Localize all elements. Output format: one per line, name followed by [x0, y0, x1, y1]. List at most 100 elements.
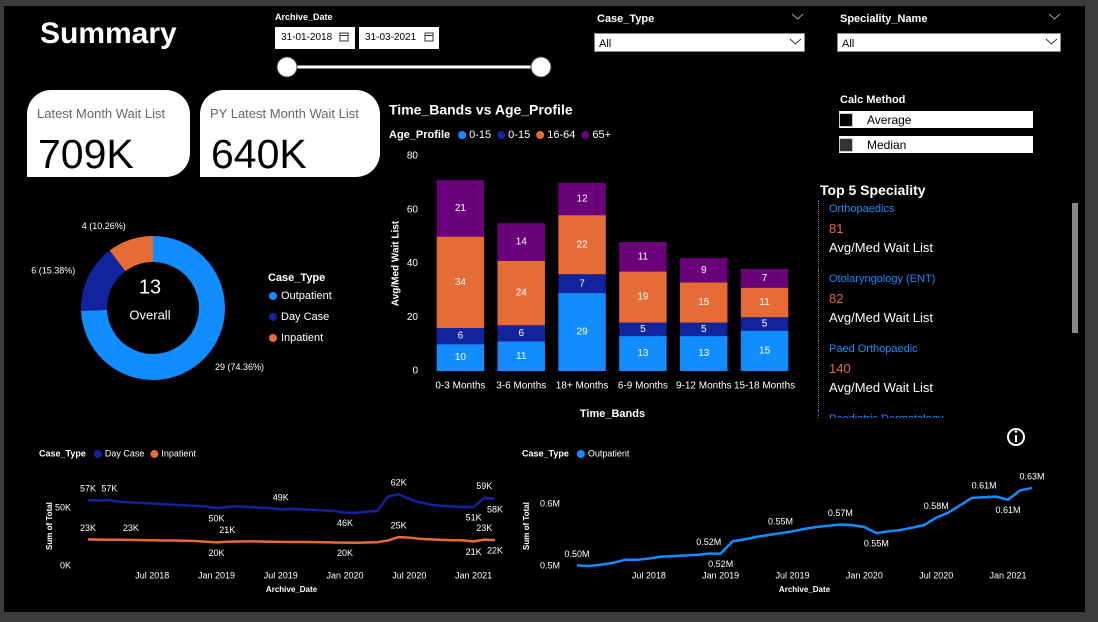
chevron[interactable] [791, 13, 804, 21]
bar-segment [619, 336, 667, 371]
donut-slice [81, 250, 126, 311]
line [576, 486, 1033, 568]
speciality-name: Orthopaedics [829, 203, 895, 215]
calc-method-title: Calc Method [840, 94, 906, 106]
speciality-metric: Avg/Med Wait List [829, 380, 934, 395]
checkbox[interactable] [839, 113, 853, 127]
bar-label: 11 [516, 351, 527, 362]
bar-segment [558, 293, 606, 371]
x-tick-label: Jan 2021 [455, 570, 492, 580]
x-tick-label: Jul 2018 [632, 570, 666, 580]
slider-handle[interactable] [276, 56, 298, 78]
legend-marker [150, 450, 159, 458]
bar-segment [436, 328, 485, 345]
bar-label: 13 [698, 348, 710, 359]
donut-slice [81, 236, 226, 380]
legend-label: Day Case [105, 448, 145, 458]
bar-segment [436, 344, 485, 371]
slider-handle[interactable] [530, 56, 552, 78]
y-tick-label: 0K [60, 560, 71, 570]
bar-segment [497, 341, 545, 371]
bar-label: 7 [579, 278, 585, 289]
data-label: 0.58M [924, 501, 949, 511]
scrollbar[interactable] [1072, 203, 1078, 333]
speciality-name: Paediatric Dermatology [829, 410, 1068, 418]
data-label: 21K [466, 547, 482, 557]
legend-title: Case_Type [39, 448, 86, 458]
x-tick-label: Jan 2020 [846, 570, 883, 580]
bar-segment [619, 271, 667, 323]
info-dot [1014, 430, 1018, 433]
data-label: 0.63M [1019, 471, 1044, 481]
bar-label: 10 [455, 352, 467, 363]
filter-label: Case_Type [597, 13, 655, 25]
x-tick-label: Jul 2020 [919, 570, 953, 580]
legend-marker [581, 131, 590, 139]
card-label: PY Latest Month Wait List [210, 106, 359, 121]
bar-segment [740, 317, 789, 331]
bar-segment [497, 223, 545, 261]
info-circle [1007, 428, 1025, 446]
data-label: 23K [476, 523, 492, 533]
speciality-dropdown[interactable]: All [837, 33, 1061, 52]
case-type-dropdown[interactable]: All [594, 33, 805, 52]
top5-title: Top 5 Speciality [820, 182, 926, 198]
legend-label: Inpatient [161, 448, 196, 458]
page-title: Summary [40, 17, 177, 50]
start-date[interactable]: 31-01-2018 [275, 27, 355, 49]
bar-label: 13 [637, 348, 649, 359]
speciality-item: Paediatric Dermatology [818, 410, 1068, 418]
option[interactable]: Median [839, 136, 1033, 153]
donut-center-value: 13 [139, 276, 161, 298]
bar-segment [680, 322, 728, 337]
speciality-name: Paed Orthopaedic [829, 343, 918, 355]
data-label: 50K [209, 514, 225, 524]
x-tick-label: Jan 2019 [702, 570, 739, 580]
x-axis-title: Archive_Date [779, 585, 831, 594]
bar-segment [619, 242, 667, 272]
data-label: 0.52M [696, 537, 721, 547]
y-tick-label: 0.5M [540, 560, 560, 570]
data-label: 0.61M [996, 505, 1021, 515]
x-tick-label: Jan 2021 [990, 570, 1027, 580]
legend-label: 65+ [592, 129, 611, 141]
y-tick-label: 0 [412, 366, 418, 377]
card-value: 709K [38, 131, 134, 177]
bar-label: 19 [637, 292, 649, 303]
end-date[interactable]: 31-03-2021 [359, 27, 439, 49]
speciality-item: Otolaryngology (ENT) 82 Avg/Med Wait List [818, 270, 1068, 340]
donut-slice [109, 236, 153, 272]
bar-segment [740, 287, 789, 318]
bar-label: 5 [640, 324, 646, 335]
chevron [1045, 38, 1058, 45]
bar-segment [436, 236, 485, 328]
legend-title: Case_Type [268, 272, 325, 284]
bar-label: 29 [577, 327, 589, 338]
data-label: 0.52M [708, 559, 733, 569]
y-tick-label: 40 [407, 258, 419, 269]
data-label: 0.55M [768, 517, 793, 527]
chevron[interactable] [1048, 13, 1061, 21]
x-tick-label: Jan 2019 [198, 570, 235, 580]
legend-label: 16-64 [547, 129, 575, 141]
y-tick-label: 20 [407, 312, 419, 323]
legend-marker [576, 450, 585, 458]
bar-label: 14 [516, 237, 528, 248]
data-label: 23K [80, 523, 96, 533]
bar-label: 5 [762, 319, 768, 330]
bar-segment [558, 215, 606, 275]
speciality-item: Orthopaedics 81 Avg/Med Wait List [818, 200, 1068, 270]
y-axis-title: Avg/Med Wait List [391, 220, 402, 306]
legend-marker [458, 131, 467, 139]
calendar-icon [339, 32, 349, 42]
chart-title: Time_Bands vs Age_Profile [389, 102, 573, 118]
option[interactable]: Average [839, 111, 1033, 128]
data-label: 25K [391, 520, 407, 530]
legend-label: 0-15 [508, 129, 530, 141]
y-tick-label: 80 [407, 151, 419, 162]
speciality-name: Otolaryngology (ENT) [829, 273, 936, 285]
bar-segment [619, 322, 667, 337]
checkbox[interactable] [839, 138, 853, 152]
info-icon[interactable] [1007, 428, 1025, 446]
